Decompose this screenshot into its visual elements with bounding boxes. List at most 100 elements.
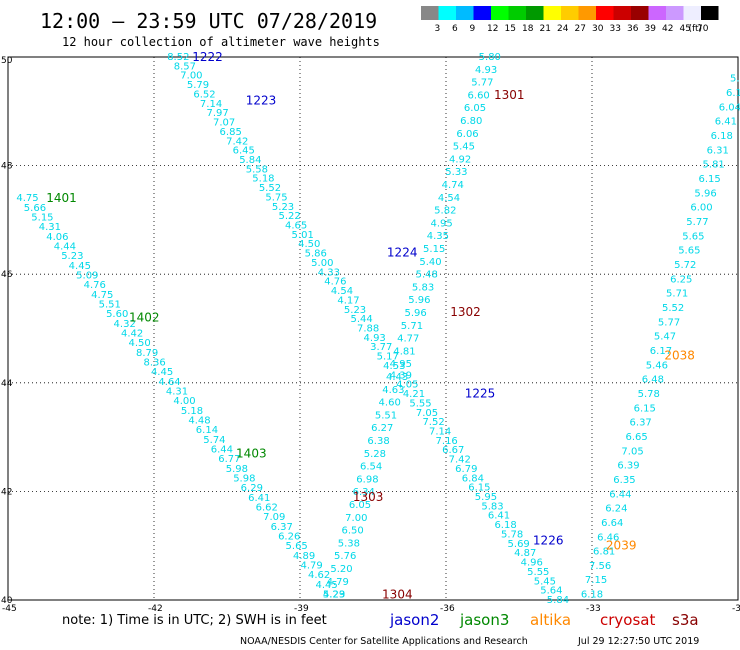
swh-value: 5.18: [181, 406, 203, 417]
color-swatch: [596, 6, 614, 20]
swh-value: 7.00: [180, 71, 202, 82]
color-scale-legend: 3 6 9 12 15 18 21 24 27 30 33 36 39 42 45 70(ft): [421, 6, 719, 34]
swh-value: 5.96: [405, 308, 427, 319]
swh-value: 4.75: [91, 290, 113, 301]
swh-value: 6.45: [233, 146, 255, 157]
swh-value: 5.15: [423, 244, 445, 255]
swh-value: 5.60: [106, 309, 128, 320]
pass-number-label: 1402: [129, 311, 160, 325]
swh-value: 6.1: [726, 88, 740, 99]
swh-value: 6.34: [353, 487, 375, 498]
color-swatch: [508, 6, 526, 20]
swh-value: 5.65: [678, 246, 700, 257]
swh-value: 6.31: [707, 145, 729, 156]
swh-value: 5.76: [334, 551, 356, 562]
pass-number-label: 1401: [46, 191, 77, 205]
swh-value: 4.75: [16, 193, 38, 204]
swh-value: 5.45: [534, 576, 556, 587]
pass-number-label: 1301: [494, 88, 525, 102]
swh-value: 5.71: [401, 321, 423, 332]
footer-note: note: 1) Time is in UTC; 2) SWH is in fe…: [62, 613, 327, 628]
swh-value: 5.58: [246, 164, 268, 175]
color-scale-label: 15: [505, 24, 516, 34]
pass-number-label: 1223: [246, 93, 277, 107]
x-tick-label: -36: [440, 604, 455, 614]
x-tick-label: -42: [148, 604, 163, 614]
swh-value: 6.26: [278, 532, 300, 543]
swh-value: 5.47: [654, 332, 676, 343]
swh-value: 4.54: [438, 193, 460, 204]
swh-value: 5.52: [662, 303, 684, 314]
pass-number-label: 1225: [465, 387, 496, 401]
swh-value: 4.93: [475, 65, 497, 76]
swh-value: 5.81: [703, 160, 725, 171]
y-tick-label: 48: [1, 162, 13, 172]
swh-value: 6.77: [218, 454, 240, 465]
pass-number-label: 1302: [450, 305, 481, 319]
swh-value: 5.17: [377, 352, 399, 363]
swh-value: 4.50: [129, 338, 151, 349]
swh-value: 4.00: [173, 396, 195, 407]
swh-value: 6.18: [711, 131, 733, 142]
swh-value: 6.35: [613, 475, 635, 486]
color-swatch: [473, 6, 491, 20]
color-swatch: [578, 6, 596, 20]
color-scale-label: 36: [627, 24, 639, 34]
swh-value: 5.83: [412, 282, 434, 293]
swh-value: 5.18: [252, 174, 274, 185]
y-tick-label: 42: [1, 487, 12, 497]
chart-subtitle: 12 hour collection of altimeter wave hei…: [62, 35, 380, 49]
swh-value: 5.75: [265, 192, 287, 203]
swh-value: 7.52: [422, 417, 444, 428]
color-scale-label: 45: [680, 24, 691, 34]
swh-value: 5.64: [540, 586, 562, 597]
swh-value: 6.50: [341, 526, 363, 537]
swh-value: 6.64: [601, 518, 623, 529]
color-swatch: [543, 6, 561, 20]
swh-value: 6.06: [456, 129, 478, 140]
swh-value: 5.78: [501, 529, 523, 540]
swh-value: 4.65: [285, 221, 307, 232]
swh-value: 5.28: [364, 449, 386, 460]
color-scale-unit: (ft): [689, 24, 703, 34]
swh-value: 4.23: [323, 590, 345, 601]
color-scale-label: 6: [452, 24, 458, 34]
color-scale-label: 9: [470, 24, 476, 34]
swh-value: 4.45: [315, 580, 337, 591]
swh-value: 4.31: [39, 222, 61, 233]
color-swatch: [683, 6, 701, 20]
swh-value: 4.63: [382, 385, 404, 396]
color-swatch: [648, 6, 666, 20]
swh-value: 5.20: [330, 564, 352, 575]
color-swatch: [631, 6, 649, 20]
legend-jason3: jason3: [459, 611, 509, 629]
swh-value: 6.17: [650, 346, 672, 357]
axis-ticks: -45 -42 -39 -36 -33 -30 40 42 44 46 48 50: [1, 56, 740, 614]
swh-value: 4.45: [151, 367, 173, 378]
color-scale-label: 33: [610, 24, 621, 34]
color-scale-label: 21: [540, 24, 551, 34]
swh-value: 5.98: [226, 464, 248, 475]
satellite-legend: jason2 jason3 altika cryosat s3a: [389, 611, 699, 629]
swh-value: 5.98: [233, 474, 255, 485]
swh-value: 7.05: [416, 408, 438, 419]
color-scale-label: 39: [645, 24, 657, 34]
swh-value: 6.24: [605, 504, 627, 515]
plot-grid: [8, 57, 738, 600]
color-scale-label: 42: [662, 24, 673, 34]
plot-frame: [7, 56, 739, 601]
swh-value: 4.95: [430, 218, 452, 229]
pass-number-label: 1304: [382, 588, 413, 602]
swh-value: 4.77: [397, 334, 419, 345]
swh-value: 4.32: [114, 319, 136, 330]
swh-value: 4.17: [337, 295, 359, 306]
swh-value: 5.15: [31, 213, 53, 224]
swh-value: 4.35: [427, 231, 449, 242]
swh-value: 6.41: [715, 117, 737, 128]
swh-value: 8.52: [167, 52, 189, 63]
swh-value: 6.98: [356, 474, 378, 485]
swh-value: 6.37: [630, 418, 652, 429]
swh-value: 7.14: [200, 99, 222, 110]
x-tick-label: -30: [732, 604, 740, 614]
swh-value: 6.37: [271, 522, 293, 533]
